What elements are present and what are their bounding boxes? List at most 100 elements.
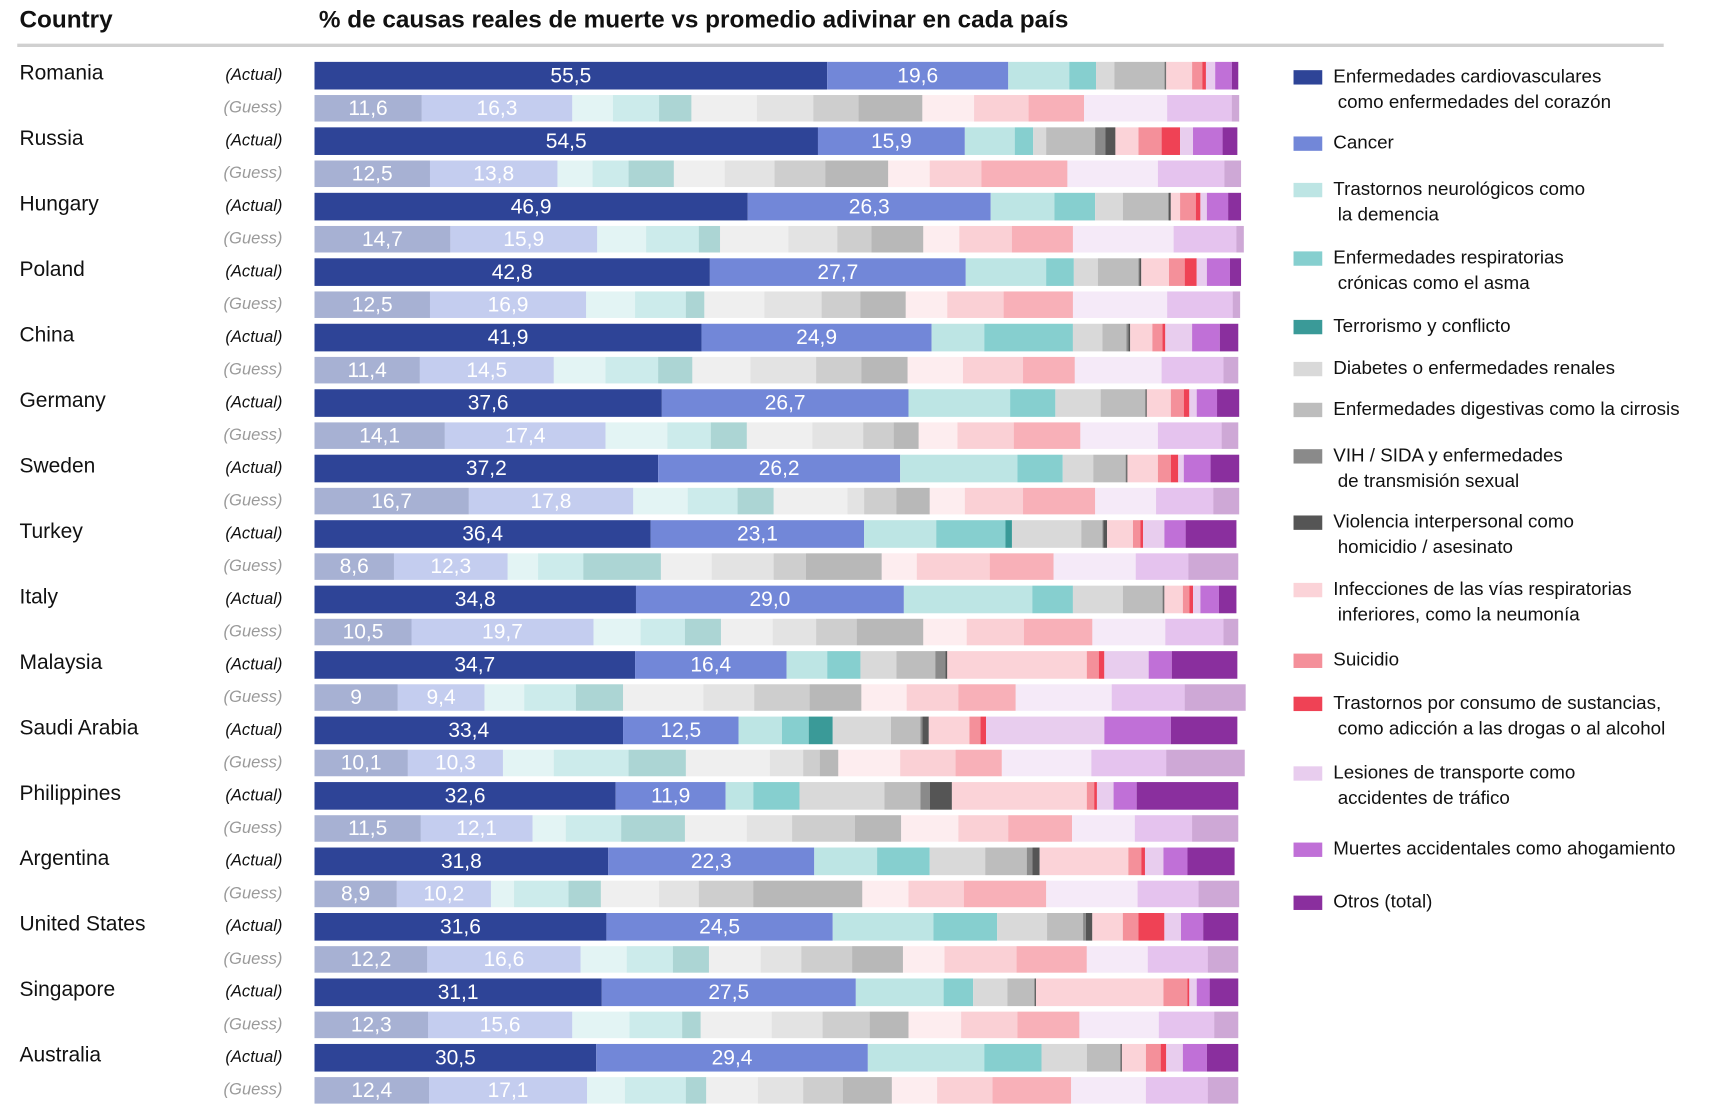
value-label: 27,7 xyxy=(817,261,858,284)
bar-segment xyxy=(1095,487,1157,515)
bar-segment xyxy=(1157,160,1225,188)
value-label: 55,5 xyxy=(550,64,591,87)
bar-segment xyxy=(803,749,820,777)
bar-segment xyxy=(650,520,865,548)
bar-segment xyxy=(1143,520,1165,548)
bar-segment xyxy=(1114,61,1165,90)
value-label: 14,5 xyxy=(466,359,507,382)
bar-segment xyxy=(314,422,445,449)
row-label: (Actual) xyxy=(225,392,282,411)
bar-segment xyxy=(1035,978,1036,1007)
value-label: 8,9 xyxy=(341,883,370,906)
bar-segment xyxy=(1141,847,1145,876)
bar-segment xyxy=(1187,847,1235,876)
legend-swatch xyxy=(1293,70,1323,85)
bar-segment xyxy=(1147,946,1208,973)
legend-label: VIH / SIDA y enfermedades de transmisión … xyxy=(1333,444,1562,490)
country-label: Argentina xyxy=(19,847,109,870)
bar-segment xyxy=(1200,585,1219,614)
bar-segment xyxy=(817,127,965,155)
value-label: 31,1 xyxy=(438,981,479,1004)
bar-segment xyxy=(1001,749,1092,777)
bar-segment xyxy=(908,880,964,908)
legend-line: como adicción a las drogas o al alcohol xyxy=(1338,717,1666,738)
bar-segment xyxy=(936,520,1006,548)
legend-label: Enfermedades digestivas como la cirrosis xyxy=(1333,398,1679,419)
value-label: 17,4 xyxy=(505,424,546,447)
bar-segment xyxy=(1086,782,1095,810)
bar-segment xyxy=(929,847,986,876)
bar-segment xyxy=(1192,61,1203,90)
bar-segment xyxy=(314,1011,429,1039)
value-label: 23,1 xyxy=(737,523,778,546)
bar-segment xyxy=(888,160,930,188)
bar-segment xyxy=(684,815,747,842)
bar-segment xyxy=(1035,978,1164,1007)
bar-segment xyxy=(314,880,397,908)
bar-segment xyxy=(1097,258,1139,286)
bar-segment xyxy=(612,95,660,122)
bar-segment xyxy=(1168,192,1171,221)
bar-segment xyxy=(682,1011,701,1039)
bar-segment xyxy=(1161,127,1181,155)
value-label: 37,6 xyxy=(468,392,509,415)
bar-segment xyxy=(842,1077,892,1104)
bar-segment xyxy=(1206,258,1230,286)
legend-swatch xyxy=(1293,766,1323,781)
legend-line: Lesiones de transporte como xyxy=(1333,761,1575,782)
value-label: 29,0 xyxy=(750,588,791,611)
value-label: 54,5 xyxy=(546,130,587,153)
bar-segment xyxy=(1164,520,1186,548)
bar-segment xyxy=(1152,323,1163,352)
bar-segment xyxy=(1125,454,1127,483)
legend-swatch xyxy=(1293,895,1323,910)
bar-segment xyxy=(803,1077,843,1104)
bar-segment xyxy=(750,356,817,384)
bar-segment xyxy=(947,651,1087,679)
row-label: (Actual) xyxy=(225,327,282,346)
legend-line: Enfermedades respiratorias xyxy=(1333,247,1564,268)
bar-segment xyxy=(314,225,451,253)
bar-segment xyxy=(553,356,606,384)
legend-label: Trastornos neurológicos como la demencia xyxy=(1333,178,1585,224)
legend-line: Trastornos por consumo de sustancias, xyxy=(1333,692,1661,713)
bar-segment xyxy=(753,880,863,908)
bar-segment xyxy=(756,95,814,122)
legend-swatch xyxy=(1293,182,1323,198)
value-label: 26,2 xyxy=(759,457,800,480)
bar-segment xyxy=(1092,913,1123,941)
row-label: (Actual) xyxy=(225,458,282,477)
bar-segment xyxy=(1165,61,1167,90)
bar-segment xyxy=(1228,192,1242,221)
bar-segment xyxy=(1206,192,1229,221)
value-label: 34,7 xyxy=(454,654,495,677)
bar-segment xyxy=(906,684,959,711)
bar-segment xyxy=(1170,716,1238,745)
bar-segment xyxy=(837,225,872,253)
value-label: 12,3 xyxy=(430,555,471,578)
bar-segment xyxy=(871,225,924,253)
bar-segment xyxy=(507,553,539,580)
bar-segment xyxy=(1102,520,1104,548)
bar-segment xyxy=(685,291,705,318)
bar-segment xyxy=(1083,913,1086,941)
bar-segment xyxy=(992,1077,1072,1104)
bar-segment xyxy=(799,782,885,810)
bar-segment xyxy=(1146,389,1171,417)
legend-line: Enfermedades cardiovasculares xyxy=(1333,65,1601,86)
bar-segment xyxy=(864,520,937,548)
bar-segment xyxy=(863,422,894,449)
bar-segment xyxy=(1182,1043,1207,1072)
bar-segment xyxy=(773,553,806,580)
bar-segment xyxy=(596,1043,868,1072)
bar-segment xyxy=(816,356,862,384)
bar-segment xyxy=(407,749,503,777)
bar-segment xyxy=(855,978,944,1007)
bar-segment xyxy=(929,160,982,188)
bar-segment xyxy=(1162,323,1166,352)
bar-segment xyxy=(1136,782,1239,810)
bar-segment xyxy=(1138,258,1140,286)
bar-segment xyxy=(314,553,394,580)
bar-segment xyxy=(1095,127,1106,155)
bar-segment xyxy=(764,291,822,318)
